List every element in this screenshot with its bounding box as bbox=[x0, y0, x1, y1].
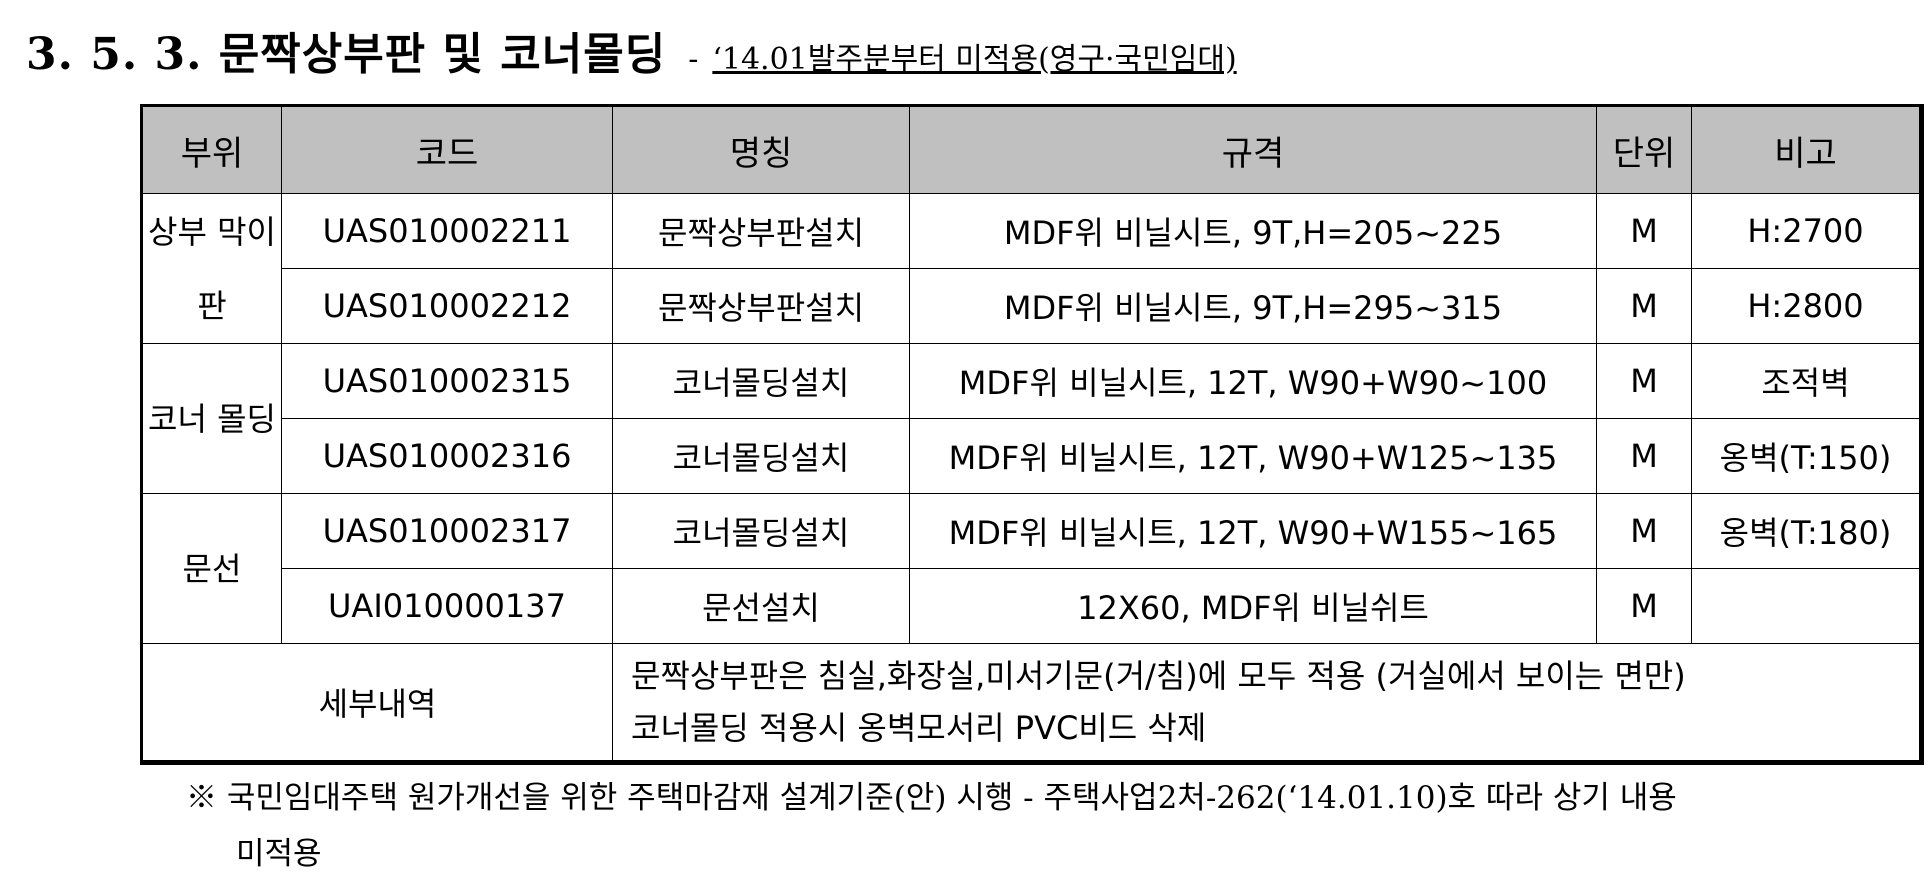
unit-cell: M bbox=[1596, 268, 1692, 344]
table-header-row: 부위 코드 명칭 규격 단위 비고 bbox=[141, 105, 1922, 194]
table-row: 코너 몰딩 UAS010002315 코너몰딩설치 MDF위 비닐시트, 12T… bbox=[141, 343, 1922, 494]
part-cell: 코너 몰딩 bbox=[141, 343, 282, 494]
name-cell: 문선설치 bbox=[612, 568, 910, 644]
unit-cell: M bbox=[1596, 568, 1692, 644]
section-subtitle: ‘14.01발주분부터 미적용(영구·국민임대) bbox=[712, 42, 1237, 77]
spec-cell: 12X60, MDF위 비닐쉬트 bbox=[909, 568, 1597, 644]
note-cell: H:2800 bbox=[1691, 268, 1922, 344]
header-unit: 단위 bbox=[1596, 105, 1692, 194]
note-cell: 옹벽(T:180) bbox=[1691, 493, 1922, 569]
code-cell: UAS010002315 bbox=[281, 343, 613, 419]
part-cell: 문선 bbox=[141, 493, 282, 644]
header-name: 명칭 bbox=[612, 105, 910, 194]
detail-label: 세부내역 bbox=[141, 643, 613, 763]
section-heading: 3. 5. 3. 문짝상부판 및 코너몰딩 - ‘14.01발주분부터 미적용(… bbox=[26, 18, 1237, 82]
title-separator: - bbox=[688, 42, 699, 77]
unit-cell: M bbox=[1596, 418, 1692, 494]
code-cell: UAS010002212 bbox=[281, 268, 613, 344]
spec-cell: MDF위 비닐시트, 12T, W90+W155~165 bbox=[909, 493, 1597, 569]
name-cell: 코너몰딩설치 bbox=[612, 493, 910, 569]
name-cell: 코너몰딩설치 bbox=[612, 343, 910, 419]
unit-cell: M bbox=[1596, 493, 1692, 569]
code-cell: UAS010002211 bbox=[281, 193, 613, 269]
section-title: 3. 5. 3. 문짝상부판 및 코너몰딩 bbox=[26, 29, 667, 80]
footnote-line: 미적용 bbox=[236, 836, 322, 872]
detail-line: 코너몰딩 적용시 옹벽모서리 PVC비드 삭제 bbox=[631, 709, 1207, 747]
footnote-line: ※ 국민임대주택 원가개선을 위한 주택마감재 설계기준(안) 시행 - 주택사… bbox=[186, 780, 1677, 816]
table-row: 상부 막이판 UAS010002211 문짝상부판설치 MDF위 비닐시트, 9… bbox=[141, 193, 1922, 344]
table-row: UAS010002316 코너몰딩설치 MDF위 비닐시트, 12T, W90+… bbox=[142, 418, 1922, 494]
spec-cell: MDF위 비닐시트, 9T,H=205~225 bbox=[909, 193, 1597, 269]
detail-row: 세부내역 문짝상부판은 침실,화장실,미서기문(거/침)에 모두 적용 (거실에… bbox=[141, 643, 1922, 763]
code-cell: UAS010002317 bbox=[281, 493, 613, 569]
detail-text: 문짝상부판은 침실,화장실,미서기문(거/침)에 모두 적용 (거실에서 보이는… bbox=[612, 643, 1922, 763]
note-cell: H:2700 bbox=[1691, 193, 1922, 269]
header-part: 부위 bbox=[141, 105, 282, 194]
note-cell bbox=[1691, 568, 1922, 644]
code-cell: UAS010002316 bbox=[281, 418, 613, 494]
spec-cell: MDF위 비닐시트, 12T, W90+W90~100 bbox=[909, 343, 1597, 419]
spec-cell: MDF위 비닐시트, 9T,H=295~315 bbox=[909, 268, 1597, 344]
name-cell: 문짝상부판설치 bbox=[612, 268, 910, 344]
header-note: 비고 bbox=[1691, 105, 1922, 194]
spec-table: 부위 코드 명칭 규격 단위 비고 상부 막이판 UAS010002211 문짝… bbox=[140, 104, 1924, 765]
code-cell: UAI010000137 bbox=[281, 568, 613, 644]
unit-cell: M bbox=[1596, 343, 1692, 419]
note-cell: 조적벽 bbox=[1691, 343, 1922, 419]
name-cell: 코너몰딩설치 bbox=[612, 418, 910, 494]
unit-cell: M bbox=[1596, 193, 1692, 269]
header-code: 코드 bbox=[281, 105, 613, 194]
spec-cell: MDF위 비닐시트, 12T, W90+W125~135 bbox=[909, 418, 1597, 494]
note-cell: 옹벽(T:150) bbox=[1691, 418, 1922, 494]
table-row: 문선 UAS010002317 코너몰딩설치 MDF위 비닐시트, 12T, W… bbox=[141, 493, 1922, 644]
header-spec: 규격 bbox=[909, 105, 1597, 194]
detail-line: 문짝상부판은 침실,화장실,미서기문(거/침)에 모두 적용 (거실에서 보이는… bbox=[631, 657, 1686, 695]
part-cell: 상부 막이판 bbox=[141, 193, 282, 344]
table-row: UAS010002212 문짝상부판설치 MDF위 비닐시트, 9T,H=295… bbox=[142, 268, 1922, 344]
footnote: ※ 국민임대주택 원가개선을 위한 주택마감재 설계기준(안) 시행 - 주택사… bbox=[186, 770, 1677, 882]
name-cell: 문짝상부판설치 bbox=[612, 193, 910, 269]
table-row: UAI010000137 문선설치 12X60, MDF위 비닐쉬트 M bbox=[142, 568, 1922, 644]
